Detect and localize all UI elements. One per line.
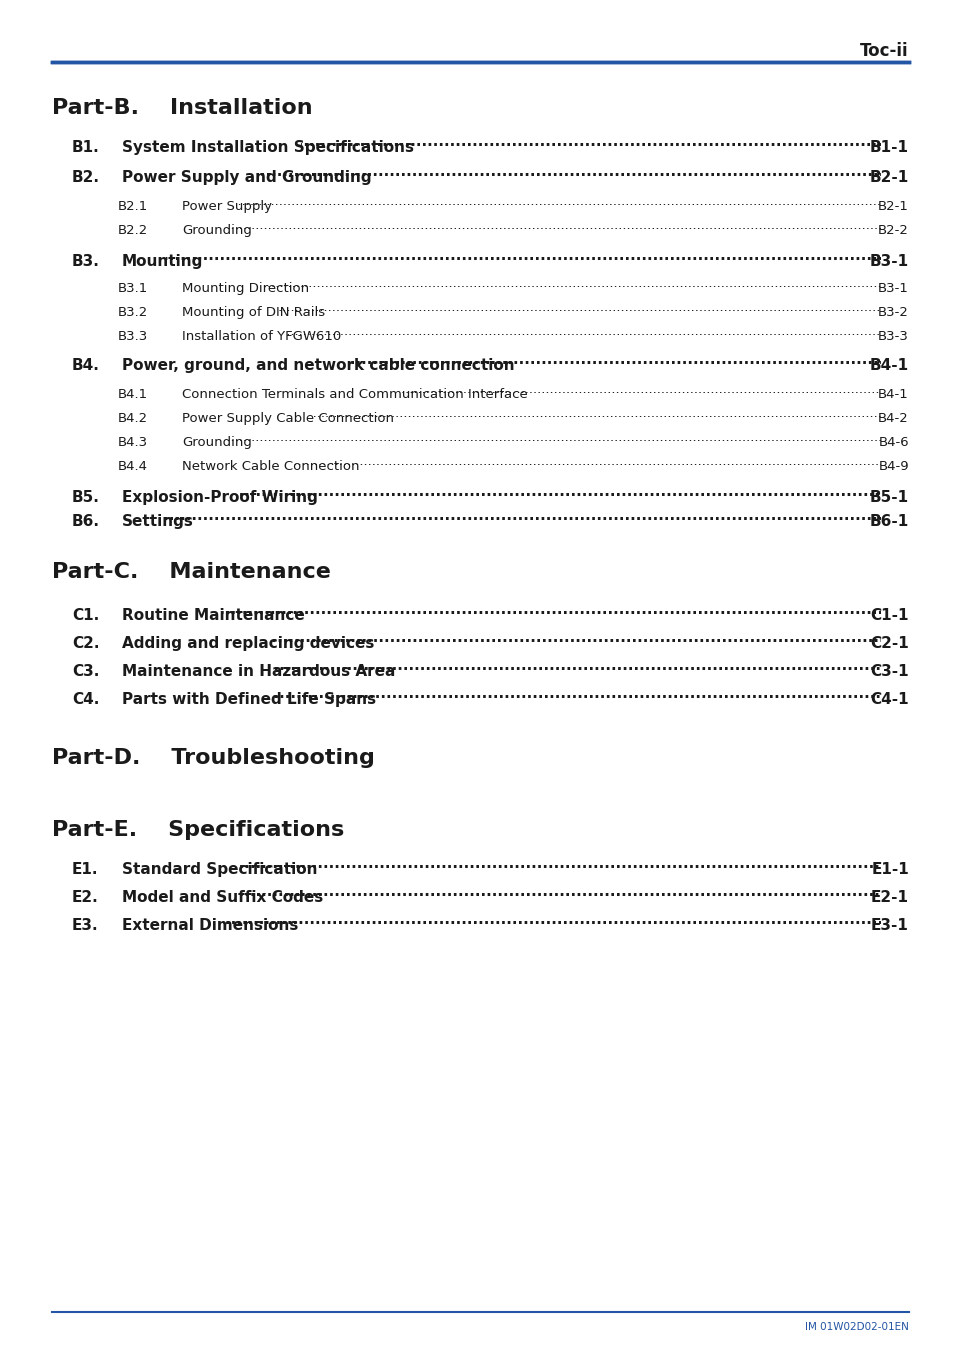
- Text: B3-1: B3-1: [869, 254, 908, 269]
- Text: C3-1: C3-1: [869, 664, 908, 679]
- Text: E3.: E3.: [71, 918, 98, 933]
- Text: Connection Terminals and Communication Interface: Connection Terminals and Communication I…: [182, 387, 527, 401]
- Text: Mounting: Mounting: [122, 254, 203, 269]
- Text: B3.: B3.: [71, 254, 100, 269]
- Text: ................................................................................: ........................................…: [0, 352, 953, 367]
- Text: B4-2: B4-2: [878, 412, 908, 425]
- Text: ................................................................................: ........................................…: [0, 630, 953, 645]
- Text: Maintenance in Hazardous Area: Maintenance in Hazardous Area: [122, 664, 395, 679]
- Text: B4.2: B4.2: [118, 412, 148, 425]
- Text: Installation of YFGW610: Installation of YFGW610: [182, 329, 341, 343]
- Text: ................................................................................: ........................................…: [0, 219, 953, 232]
- Text: E3-1: E3-1: [870, 918, 908, 933]
- Text: ................................................................................: ........................................…: [0, 686, 953, 701]
- Text: B2.1: B2.1: [118, 200, 148, 213]
- Text: B4-1: B4-1: [869, 358, 908, 373]
- Text: ................................................................................: ........................................…: [0, 455, 953, 467]
- Text: Grounding: Grounding: [182, 224, 252, 238]
- Text: Part-E.    Specifications: Part-E. Specifications: [52, 819, 344, 840]
- Text: B2-1: B2-1: [869, 170, 908, 185]
- Text: Mounting Direction: Mounting Direction: [182, 282, 309, 296]
- Text: B1-1: B1-1: [869, 140, 908, 155]
- Text: B3.1: B3.1: [118, 282, 148, 296]
- Text: B3.3: B3.3: [118, 329, 148, 343]
- Text: Explosion-Proof Wiring: Explosion-Proof Wiring: [122, 490, 317, 505]
- Text: B4-9: B4-9: [878, 460, 908, 472]
- Text: B3-1: B3-1: [877, 282, 908, 296]
- Text: ................................................................................: ........................................…: [0, 248, 953, 263]
- Text: ................................................................................: ........................................…: [0, 324, 953, 338]
- Text: ................................................................................: ........................................…: [0, 856, 953, 871]
- Text: B5.: B5.: [71, 490, 100, 505]
- Text: Power Supply Cable Connection: Power Supply Cable Connection: [182, 412, 394, 425]
- Text: B2.2: B2.2: [118, 224, 148, 238]
- Text: ................................................................................: ........................................…: [0, 277, 953, 290]
- Text: B4.4: B4.4: [118, 460, 148, 472]
- Text: Toc-ii: Toc-ii: [860, 42, 908, 59]
- Text: C1.: C1.: [71, 608, 99, 622]
- Text: Standard Specification: Standard Specification: [122, 863, 317, 878]
- Text: ................................................................................: ........................................…: [0, 301, 953, 313]
- Text: ................................................................................: ........................................…: [0, 163, 953, 178]
- Text: E2-1: E2-1: [870, 890, 908, 905]
- Text: ................................................................................: ........................................…: [0, 431, 953, 444]
- Text: B4.1: B4.1: [118, 387, 148, 401]
- Text: B3.2: B3.2: [118, 306, 148, 319]
- Text: B4-1: B4-1: [878, 387, 908, 401]
- Text: Part-B.    Installation: Part-B. Installation: [52, 99, 313, 117]
- Text: Parts with Defined Life Spans: Parts with Defined Life Spans: [122, 693, 375, 707]
- Text: C4.: C4.: [71, 693, 99, 707]
- Text: Part-C.    Maintenance: Part-C. Maintenance: [52, 562, 331, 582]
- Text: ................................................................................: ........................................…: [0, 602, 953, 617]
- Text: C2.: C2.: [71, 636, 99, 651]
- Text: ................................................................................: ........................................…: [0, 134, 953, 148]
- Text: ................................................................................: ........................................…: [0, 657, 953, 672]
- Text: Power Supply: Power Supply: [182, 200, 272, 213]
- Text: IM 01W02D02-01EN: IM 01W02D02-01EN: [804, 1322, 908, 1332]
- Text: B4.3: B4.3: [118, 436, 148, 450]
- Text: B2-2: B2-2: [877, 224, 908, 238]
- Text: E1-1: E1-1: [870, 863, 908, 878]
- Text: Grounding: Grounding: [182, 436, 252, 450]
- Text: ................................................................................: ........................................…: [0, 884, 953, 899]
- Text: Model and Suffix Codes: Model and Suffix Codes: [122, 890, 323, 905]
- Text: ................................................................................: ........................................…: [0, 406, 953, 420]
- Text: ................................................................................: ........................................…: [0, 382, 953, 396]
- Text: Mounting of DIN Rails: Mounting of DIN Rails: [182, 306, 325, 319]
- Text: B3-2: B3-2: [877, 306, 908, 319]
- Text: Power Supply and Grounding: Power Supply and Grounding: [122, 170, 372, 185]
- Text: ................................................................................: ........................................…: [0, 483, 953, 498]
- Text: ................................................................................: ........................................…: [0, 194, 953, 208]
- Text: B2-1: B2-1: [877, 200, 908, 213]
- Text: Power, ground, and network cable connection: Power, ground, and network cable connect…: [122, 358, 514, 373]
- Text: B2.: B2.: [71, 170, 100, 185]
- Text: E1.: E1.: [71, 863, 98, 878]
- Text: C2-1: C2-1: [869, 636, 908, 651]
- Text: C1-1: C1-1: [869, 608, 908, 622]
- Text: Settings: Settings: [122, 514, 193, 529]
- Text: External Dimensions: External Dimensions: [122, 918, 298, 933]
- Text: B6.: B6.: [71, 514, 100, 529]
- Text: ................................................................................: ........................................…: [0, 508, 953, 522]
- Text: B1.: B1.: [71, 140, 100, 155]
- Text: C3.: C3.: [71, 664, 99, 679]
- Text: Network Cable Connection: Network Cable Connection: [182, 460, 359, 472]
- Text: ................................................................................: ........................................…: [0, 911, 953, 927]
- Text: Adding and replacing devices: Adding and replacing devices: [122, 636, 374, 651]
- Text: Routine Maintenance: Routine Maintenance: [122, 608, 304, 622]
- Text: B3-3: B3-3: [877, 329, 908, 343]
- Text: B4.: B4.: [71, 358, 100, 373]
- Text: B6-1: B6-1: [869, 514, 908, 529]
- Text: E2.: E2.: [71, 890, 99, 905]
- Text: Part-D.    Troubleshooting: Part-D. Troubleshooting: [52, 748, 375, 768]
- Text: System Installation Specifications: System Installation Specifications: [122, 140, 414, 155]
- Text: C4-1: C4-1: [869, 693, 908, 707]
- Text: B4-6: B4-6: [878, 436, 908, 450]
- Text: B5-1: B5-1: [869, 490, 908, 505]
